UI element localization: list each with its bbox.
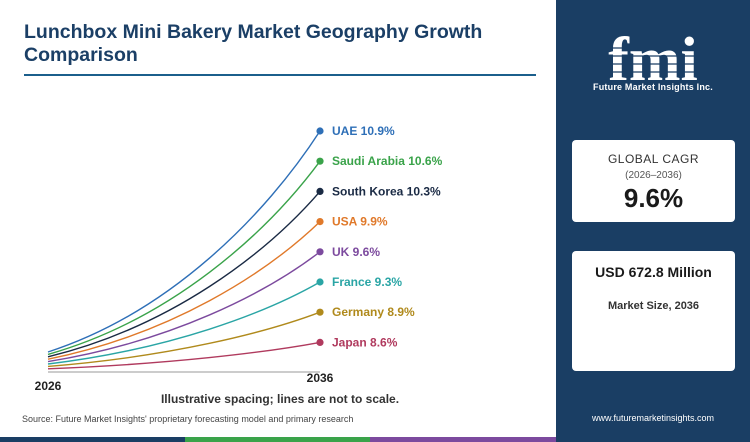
logo-company-name: Future Market Insights Inc. bbox=[593, 82, 713, 92]
series-point-saudi-arabia bbox=[316, 157, 324, 165]
series-label-japan: Japan 8.6% bbox=[332, 335, 398, 349]
fmi-logo: fmi bbox=[586, 26, 721, 94]
series-label-saudi-arabia: Saudi Arabia 10.6% bbox=[332, 154, 443, 168]
fmi-logo-mark: fmi bbox=[608, 26, 698, 94]
cagr-period: (2026–2036) bbox=[625, 170, 682, 181]
strip-segment-navy bbox=[0, 437, 185, 442]
cagr-card: GLOBAL CAGR (2026–2036) 9.6% bbox=[572, 140, 735, 222]
strip-segment-purple bbox=[370, 437, 556, 442]
series-point-germany bbox=[316, 308, 324, 316]
market-size-card: USD 672.8 Million Market Size, 2036 bbox=[572, 251, 735, 371]
series-line-saudi-arabia bbox=[47, 160, 321, 356]
title-divider bbox=[24, 74, 536, 76]
chart-note: Illustrative spacing; lines are not to s… bbox=[160, 392, 400, 406]
series-point-france bbox=[316, 278, 324, 286]
strip-segment-green bbox=[185, 437, 370, 442]
series-line-france bbox=[47, 281, 321, 365]
cagr-label: GLOBAL CAGR bbox=[607, 152, 700, 166]
bottom-color-strip bbox=[0, 437, 556, 442]
series-line-uae bbox=[47, 130, 321, 353]
series-point-uk bbox=[316, 248, 324, 256]
series-line-south-korea bbox=[47, 190, 321, 358]
source-note: Source: Future Market Insights' propriet… bbox=[22, 414, 354, 424]
series-label-uk: UK 9.6% bbox=[332, 245, 380, 259]
series-line-germany bbox=[47, 311, 321, 368]
website-link[interactable]: www.futuremarketinsights.com bbox=[591, 413, 715, 423]
series-line-japan bbox=[47, 341, 321, 370]
series-point-japan bbox=[316, 338, 324, 346]
series-point-south-korea bbox=[316, 187, 324, 195]
market-size-value: USD 672.8 Million bbox=[595, 264, 712, 280]
x-tick-end: 2036 bbox=[307, 371, 334, 385]
cagr-value: 9.6% bbox=[623, 183, 684, 213]
series-line-uk bbox=[47, 251, 321, 363]
growth-chart: 2026 2036 UAE 10.9% Saudi Arabia 10.6% Sou… bbox=[35, 124, 443, 393]
series-point-uae bbox=[316, 127, 324, 135]
series-label-germany: Germany 8.9% bbox=[332, 305, 415, 319]
x-tick-start: 2026 bbox=[35, 379, 62, 393]
series-label-usa: USA 9.9% bbox=[332, 215, 388, 229]
series-point-usa bbox=[316, 218, 324, 226]
summary-panel: fmi Future Market Insights Inc. GLOBAL C… bbox=[556, 0, 750, 442]
series-label-south-korea: South Korea 10.3% bbox=[332, 184, 441, 198]
chart-title: Lunchbox Mini Bakery Market Geography Gr… bbox=[24, 21, 483, 66]
series-label-uae: UAE 10.9% bbox=[332, 124, 395, 138]
series-line-usa bbox=[47, 221, 321, 360]
series-label-france: France 9.3% bbox=[332, 275, 402, 289]
market-size-label: Market Size, 2036 bbox=[607, 300, 700, 312]
